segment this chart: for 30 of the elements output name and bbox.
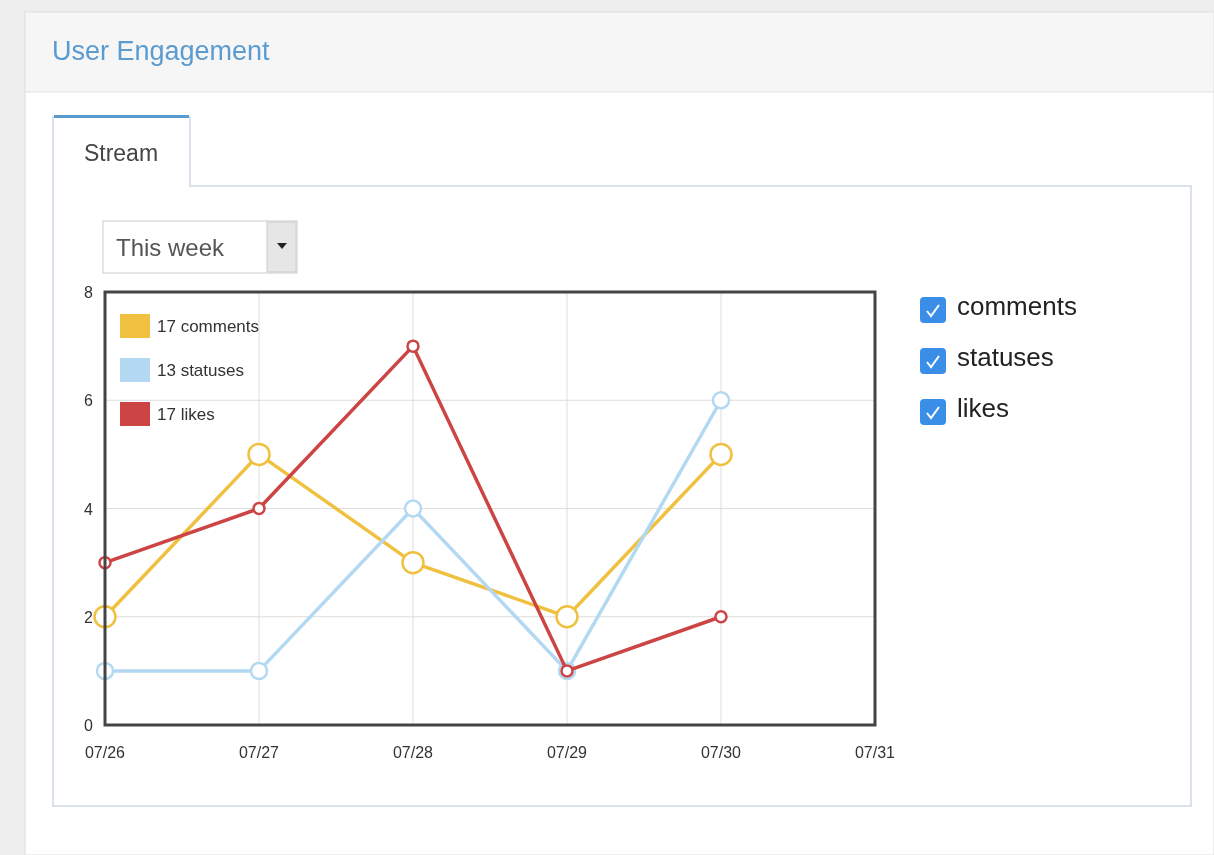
x-tick-label: 07/30 <box>700 744 742 761</box>
x-tick-label: 07/26 <box>84 744 126 761</box>
point <box>249 661 269 681</box>
text: likes <box>957 393 1010 423</box>
x-tick-label: 07/28 <box>392 744 434 761</box>
legend-label: 17 likes <box>157 405 215 424</box>
point <box>401 550 425 575</box>
y-tick-label: 8 <box>84 284 94 301</box>
x-tick-label: 07/27 <box>238 744 280 761</box>
point <box>709 442 733 467</box>
point <box>714 610 728 624</box>
y-tick-label: 4 <box>84 500 94 518</box>
point <box>406 339 420 353</box>
y-tick-label: 6 <box>84 392 94 410</box>
text: statuses <box>957 342 1054 372</box>
text: Stream <box>83 140 159 166</box>
x-tick-label: 07/31 <box>854 744 896 761</box>
chart-title: User Engagement <box>52 36 271 66</box>
legend-label: 13 statuses <box>157 361 244 380</box>
point <box>711 391 731 410</box>
point <box>252 501 266 516</box>
legend-label: 17 comments <box>157 317 260 336</box>
point <box>247 442 271 467</box>
point <box>403 499 423 518</box>
text: comments <box>957 291 1077 321</box>
y-tick-label: 0 <box>84 717 94 734</box>
point <box>555 605 579 629</box>
y-tick-label: 2 <box>84 608 94 626</box>
x-tick-label: 07/29 <box>546 744 588 761</box>
text: This week <box>116 234 226 261</box>
